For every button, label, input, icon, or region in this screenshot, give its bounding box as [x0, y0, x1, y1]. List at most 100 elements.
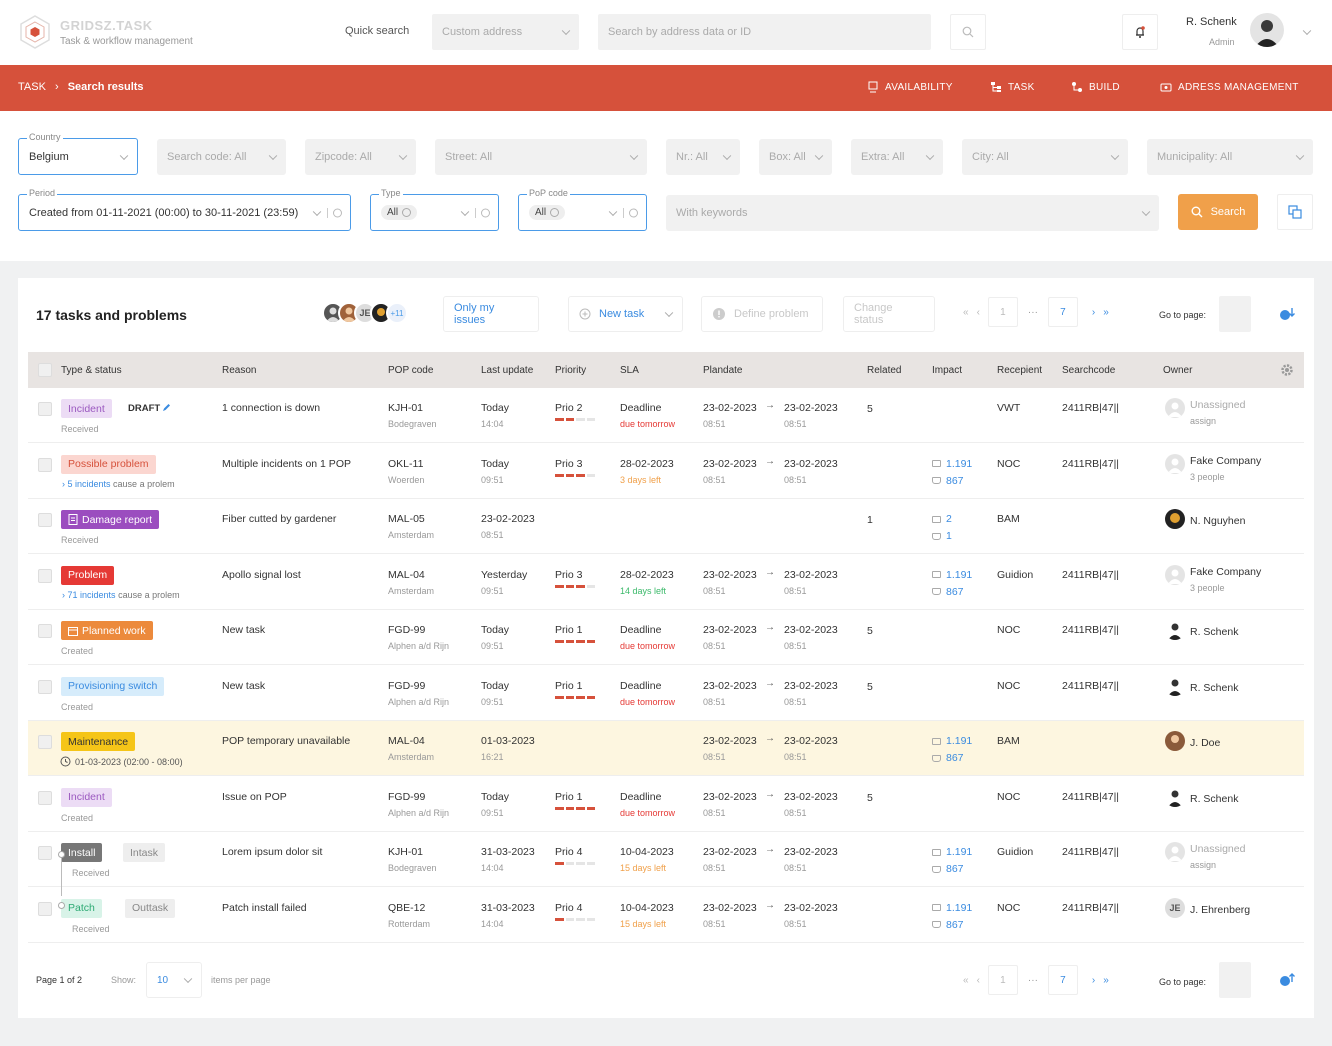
row-checkbox[interactable]: [38, 457, 52, 472]
col-pop-code[interactable]: POP code: [388, 365, 434, 376]
search-submit-button[interactable]: [950, 14, 986, 50]
related-count[interactable]: 5: [867, 791, 873, 804]
related-count[interactable]: 5: [867, 680, 873, 693]
country-select[interactable]: Country Belgium: [18, 132, 138, 175]
clear-icon[interactable]: [629, 208, 638, 217]
owner-action-link[interactable]: assign: [1190, 860, 1217, 870]
col-plandate[interactable]: Plandate: [703, 365, 743, 376]
nav-availability[interactable]: AVAILABILITY: [867, 81, 953, 93]
col-searchcode[interactable]: Searchcode: [1062, 365, 1116, 376]
col-type-status[interactable]: Type & status: [61, 365, 122, 376]
export-icon[interactable]: [1278, 306, 1296, 322]
keywords-input[interactable]: With keywords: [666, 195, 1159, 231]
row-checkbox[interactable]: [38, 790, 52, 805]
prev-page-icon[interactable]: ‹: [976, 306, 980, 318]
remove-tag-icon[interactable]: [402, 208, 412, 217]
table-row[interactable]: Possible problem › 5 incidents cause a pr…: [28, 444, 1304, 499]
assignee-avatars[interactable]: JE +11: [322, 302, 408, 324]
row-checkbox[interactable]: [38, 513, 52, 527]
col-impact[interactable]: Impact: [932, 365, 963, 376]
nav-address-management[interactable]: ADRESS MANAGEMENT: [1160, 81, 1299, 93]
prev-page-icon[interactable]: ‹: [976, 974, 980, 986]
table-row[interactable]: Install Intask Received Lorem ipsum dolor s…: [28, 832, 1304, 896]
col-priority[interactable]: Priority: [555, 365, 587, 376]
last-page-icon[interactable]: »: [1103, 974, 1109, 986]
page-first[interactable]: 1: [987, 297, 1018, 327]
row-checkbox[interactable]: [38, 568, 52, 583]
impact-connections[interactable]: 1.191: [932, 458, 972, 470]
gear-icon[interactable]: [1280, 363, 1294, 377]
row-checkbox[interactable]: [38, 624, 52, 638]
row-checkbox[interactable]: [38, 679, 52, 694]
impact-customers[interactable]: 867: [932, 752, 964, 764]
impact-customers[interactable]: 1: [932, 530, 952, 542]
owner-action-link[interactable]: assign: [1190, 416, 1217, 426]
go-to-page-input[interactable]: [1219, 296, 1251, 332]
type-tag[interactable]: All: [381, 205, 418, 220]
next-page-icon[interactable]: ›: [1091, 974, 1096, 986]
change-status-button[interactable]: Change status: [843, 296, 935, 332]
related-count[interactable]: 5: [867, 403, 873, 415]
table-row[interactable]: Incident Created Issue on POP FGD-99 Alphen …: [28, 777, 1304, 832]
go-to-page-input[interactable]: [1219, 962, 1251, 998]
user-avatar[interactable]: [1250, 13, 1284, 47]
zipcode-select[interactable]: Zipcode: All: [305, 139, 416, 175]
first-page-icon[interactable]: «: [963, 306, 969, 318]
col-last-update[interactable]: Last update: [481, 365, 534, 376]
clear-icon[interactable]: [481, 208, 490, 217]
page-current[interactable]: 7: [1047, 965, 1078, 995]
table-row[interactable]: Provisioning switch Created New task FGD-99…: [28, 666, 1304, 721]
first-page-icon[interactable]: «: [963, 974, 969, 986]
impact-customers[interactable]: 867: [932, 586, 964, 598]
row-checkbox[interactable]: [38, 901, 52, 916]
clear-icon[interactable]: [333, 208, 342, 217]
street-select[interactable]: Street: All: [435, 139, 647, 175]
table-row[interactable]: Maintenance 01-03-2023 (02:00 - 08:00) POP…: [28, 721, 1304, 776]
incidents-link[interactable]: 71 incidents: [67, 589, 116, 600]
only-my-issues-button[interactable]: Only my issues: [443, 296, 539, 332]
period-select[interactable]: Period Created from 01-11-2021 (00:00) t…: [18, 188, 351, 231]
nav-task[interactable]: TASK: [990, 81, 1035, 93]
table-row[interactable]: Damage report Received Fiber cutted by gar…: [28, 499, 1304, 554]
last-page-icon[interactable]: »: [1103, 306, 1109, 318]
impact-connections[interactable]: 2: [932, 513, 952, 525]
pop-tag[interactable]: All: [529, 205, 566, 220]
box-select[interactable]: Box: All: [759, 139, 832, 175]
impact-customers[interactable]: 867: [932, 919, 964, 931]
table-row[interactable]: Incident DRAFT Received 1 connection is dow…: [28, 388, 1304, 443]
pop-code-select[interactable]: PoP code All: [518, 188, 647, 231]
col-recipient[interactable]: Recepient: [997, 365, 1043, 376]
row-checkbox[interactable]: [38, 735, 52, 749]
pencil-icon[interactable]: [162, 403, 171, 412]
impact-connections[interactable]: 1.191: [932, 846, 972, 858]
nr-select[interactable]: Nr.: All: [666, 139, 740, 175]
col-sla[interactable]: SLA: [620, 365, 639, 376]
notifications-button[interactable]: [1122, 14, 1158, 50]
user-menu-chevron-icon[interactable]: [1302, 26, 1312, 36]
remove-tag-icon[interactable]: [550, 208, 560, 217]
address-type-select[interactable]: Custom address: [432, 14, 579, 50]
saved-filters-button[interactable]: [1277, 194, 1313, 230]
incidents-link[interactable]: 5 incidents: [67, 478, 111, 489]
page-current[interactable]: 7: [1047, 297, 1078, 327]
row-checkbox[interactable]: [38, 402, 52, 416]
owner-action-link[interactable]: 3 people: [1190, 582, 1225, 593]
col-reason[interactable]: Reason: [222, 365, 257, 376]
select-all-checkbox[interactable]: [38, 363, 52, 377]
col-related[interactable]: Related: [867, 365, 902, 376]
city-select[interactable]: City: All: [962, 139, 1128, 175]
address-search-input[interactable]: Search by address data or ID: [598, 14, 931, 50]
col-owner[interactable]: Owner: [1163, 365, 1193, 376]
new-task-button[interactable]: New task: [568, 296, 683, 332]
type-select[interactable]: Type All: [370, 188, 499, 231]
municipality-select[interactable]: Municipality: All: [1147, 139, 1313, 175]
impact-customers[interactable]: 867: [932, 863, 964, 875]
define-problem-button[interactable]: Define problem: [701, 296, 823, 332]
breadcrumb-root[interactable]: TASK: [18, 81, 46, 93]
owner-action-link[interactable]: 3 people: [1190, 471, 1225, 482]
related-count[interactable]: 1: [867, 514, 873, 526]
search-button[interactable]: Search: [1178, 194, 1258, 230]
next-page-icon[interactable]: ›: [1091, 306, 1096, 318]
impact-connections[interactable]: 1.191: [932, 902, 972, 914]
impact-connections[interactable]: 1.191: [932, 569, 972, 581]
